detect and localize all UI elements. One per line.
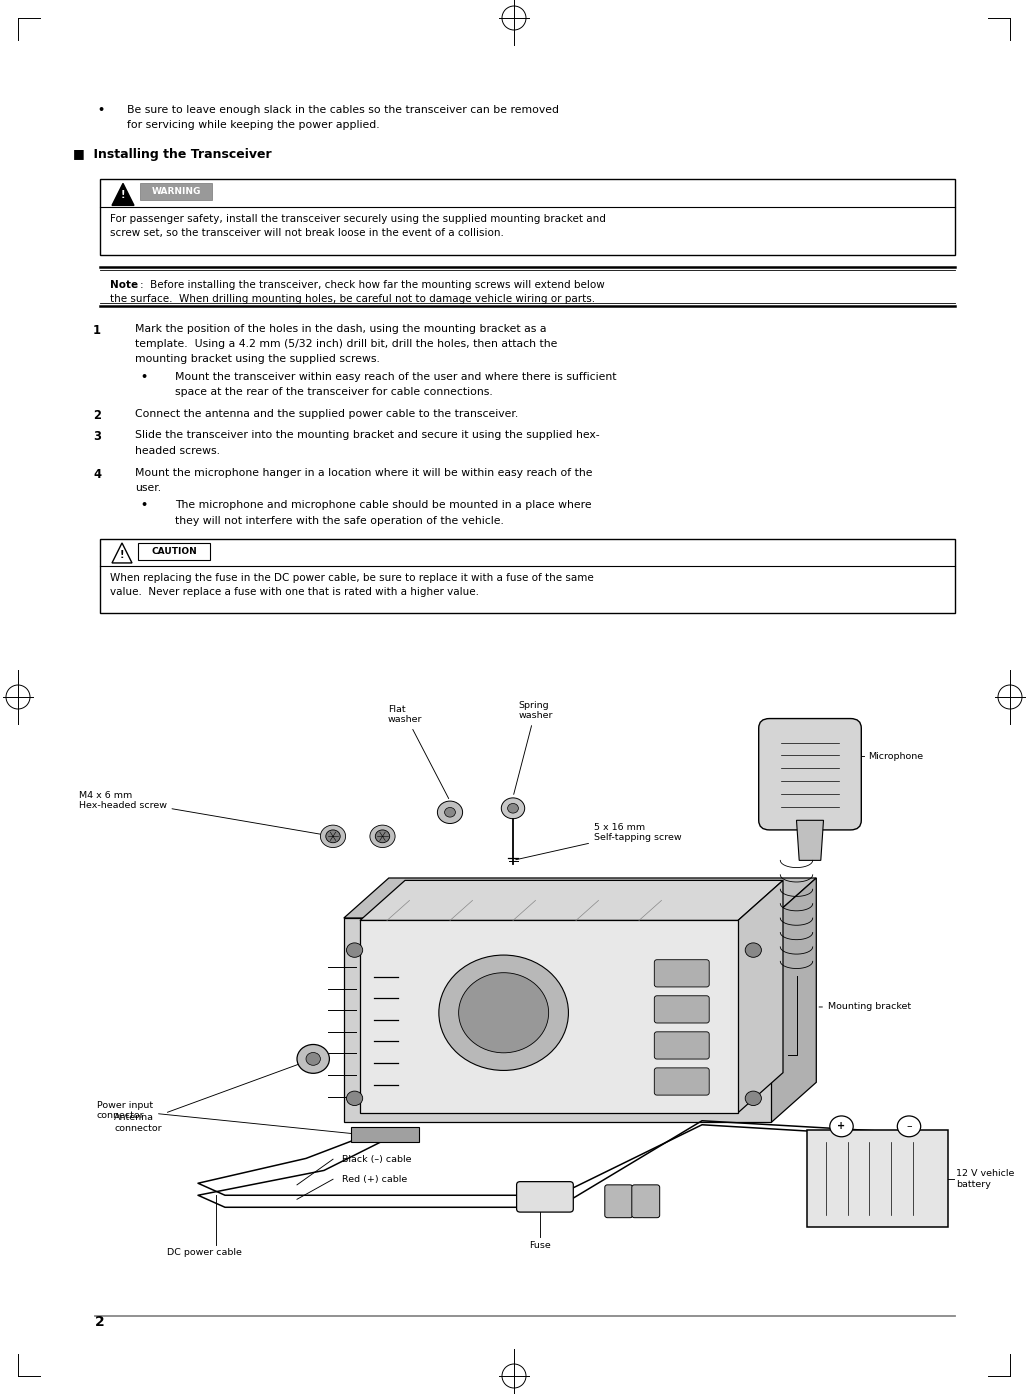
Text: •: • (140, 372, 147, 382)
Text: 5 x 16 mm
Self-tapping screw: 5 x 16 mm Self-tapping screw (516, 822, 682, 860)
Text: WARNING: WARNING (151, 187, 200, 197)
Text: 12 V vehicle
battery: 12 V vehicle battery (956, 1170, 1015, 1189)
Text: mounting bracket using the supplied screws.: mounting bracket using the supplied scre… (135, 354, 380, 364)
Circle shape (458, 973, 549, 1052)
Text: When replacing the fuse in the DC power cable, be sure to replace it with a fuse: When replacing the fuse in the DC power … (110, 573, 594, 583)
Polygon shape (112, 184, 134, 205)
Text: template.  Using a 4.2 mm (5/32 inch) drill bit, drill the holes, then attach th: template. Using a 4.2 mm (5/32 inch) dri… (135, 339, 557, 348)
Circle shape (508, 803, 518, 813)
FancyBboxPatch shape (138, 542, 210, 560)
Text: Connect the antenna and the supplied power cable to the transceiver.: Connect the antenna and the supplied pow… (135, 408, 518, 418)
FancyBboxPatch shape (517, 1182, 574, 1213)
FancyBboxPatch shape (654, 1068, 709, 1096)
Circle shape (897, 1117, 921, 1136)
Text: !: ! (120, 191, 125, 201)
Circle shape (297, 1044, 329, 1073)
Text: DC power cable: DC power cable (167, 1249, 242, 1257)
Text: 2: 2 (93, 408, 101, 422)
Text: Spring
washer: Spring washer (514, 701, 553, 795)
Circle shape (375, 829, 390, 843)
Text: CAUTION: CAUTION (151, 546, 197, 556)
Polygon shape (360, 881, 783, 920)
Polygon shape (738, 881, 783, 1112)
Text: Be sure to leave enough slack in the cables so the transceiver can be removed: Be sure to leave enough slack in the cab… (127, 105, 559, 114)
Text: +: + (838, 1121, 846, 1132)
Text: space at the rear of the transceiver for cable connections.: space at the rear of the transceiver for… (175, 388, 492, 397)
Text: !: ! (119, 549, 124, 559)
Circle shape (745, 1092, 762, 1105)
Circle shape (306, 1052, 321, 1065)
Text: For passenger safety, install the transceiver securely using the supplied mounti: For passenger safety, install the transc… (110, 215, 605, 224)
FancyBboxPatch shape (351, 1128, 418, 1142)
Text: •: • (140, 500, 147, 510)
FancyBboxPatch shape (759, 718, 861, 829)
Text: The microphone and microphone cable should be mounted in a place where: The microphone and microphone cable shou… (175, 500, 592, 510)
Text: Microphone: Microphone (869, 751, 923, 761)
Polygon shape (343, 878, 816, 919)
FancyBboxPatch shape (807, 1131, 948, 1227)
Text: ■  Installing the Transceiver: ■ Installing the Transceiver (73, 148, 271, 162)
FancyBboxPatch shape (100, 539, 955, 613)
FancyBboxPatch shape (604, 1185, 632, 1218)
Circle shape (321, 825, 345, 848)
Text: Mount the microphone hanger in a location where it will be within easy reach of : Mount the microphone hanger in a locatio… (135, 467, 592, 478)
Text: Slide the transceiver into the mounting bracket and secure it using the supplied: Slide the transceiver into the mounting … (135, 431, 599, 441)
Circle shape (745, 942, 762, 958)
Text: Fuse: Fuse (529, 1241, 551, 1250)
Circle shape (437, 802, 463, 824)
Text: the surface.  When drilling mounting holes, be careful not to damage vehicle wir: the surface. When drilling mounting hole… (110, 294, 595, 304)
Circle shape (326, 829, 340, 843)
Text: 4: 4 (93, 467, 101, 481)
Text: Mount the transceiver within easy reach of the user and where there is sufficien: Mount the transceiver within easy reach … (175, 372, 617, 382)
Text: for servicing while keeping the power applied.: for servicing while keeping the power ap… (127, 120, 379, 131)
Text: user.: user. (135, 484, 161, 493)
FancyBboxPatch shape (100, 180, 955, 255)
Text: value.  Never replace a fuse with one that is rated with a higher value.: value. Never replace a fuse with one tha… (110, 587, 479, 597)
Text: •: • (97, 105, 104, 114)
Text: Note: Note (110, 280, 138, 290)
Polygon shape (797, 820, 823, 860)
FancyBboxPatch shape (654, 1032, 709, 1059)
Text: Mounting bracket: Mounting bracket (819, 1002, 911, 1012)
Text: 2: 2 (95, 1315, 105, 1328)
Text: headed screws.: headed screws. (135, 446, 220, 456)
Text: Black (–) cable: Black (–) cable (342, 1154, 411, 1164)
Text: Antenna
connector: Antenna connector (114, 1059, 310, 1133)
Circle shape (444, 807, 455, 817)
Text: they will not interfere with the safe operation of the vehicle.: they will not interfere with the safe op… (175, 516, 504, 526)
Text: Power input
connector: Power input connector (97, 1101, 358, 1135)
Text: :  Before installing the transceiver, check how far the mounting screws will ext: : Before installing the transceiver, che… (140, 280, 604, 290)
Text: –: – (907, 1121, 912, 1132)
Text: Red (+) cable: Red (+) cable (342, 1175, 407, 1184)
Text: M4 x 6 mm
Hex-headed screw: M4 x 6 mm Hex-headed screw (78, 790, 330, 836)
Polygon shape (771, 878, 816, 1122)
Circle shape (346, 942, 363, 958)
Text: Mark the position of the holes in the dash, using the mounting bracket as a: Mark the position of the holes in the da… (135, 323, 547, 333)
Text: screw set, so the transceiver will not break loose in the event of a collision.: screw set, so the transceiver will not b… (110, 229, 504, 238)
Text: Flat
washer: Flat washer (388, 705, 448, 799)
FancyBboxPatch shape (654, 995, 709, 1023)
FancyBboxPatch shape (140, 184, 212, 201)
Circle shape (346, 1092, 363, 1105)
Circle shape (370, 825, 395, 848)
FancyBboxPatch shape (632, 1185, 660, 1218)
Circle shape (439, 955, 568, 1071)
Circle shape (830, 1117, 853, 1136)
Polygon shape (112, 542, 132, 563)
Text: 3: 3 (93, 431, 101, 443)
FancyBboxPatch shape (654, 959, 709, 987)
FancyBboxPatch shape (343, 919, 771, 1122)
Text: 1: 1 (93, 323, 101, 336)
Circle shape (502, 797, 524, 818)
FancyBboxPatch shape (360, 920, 738, 1112)
